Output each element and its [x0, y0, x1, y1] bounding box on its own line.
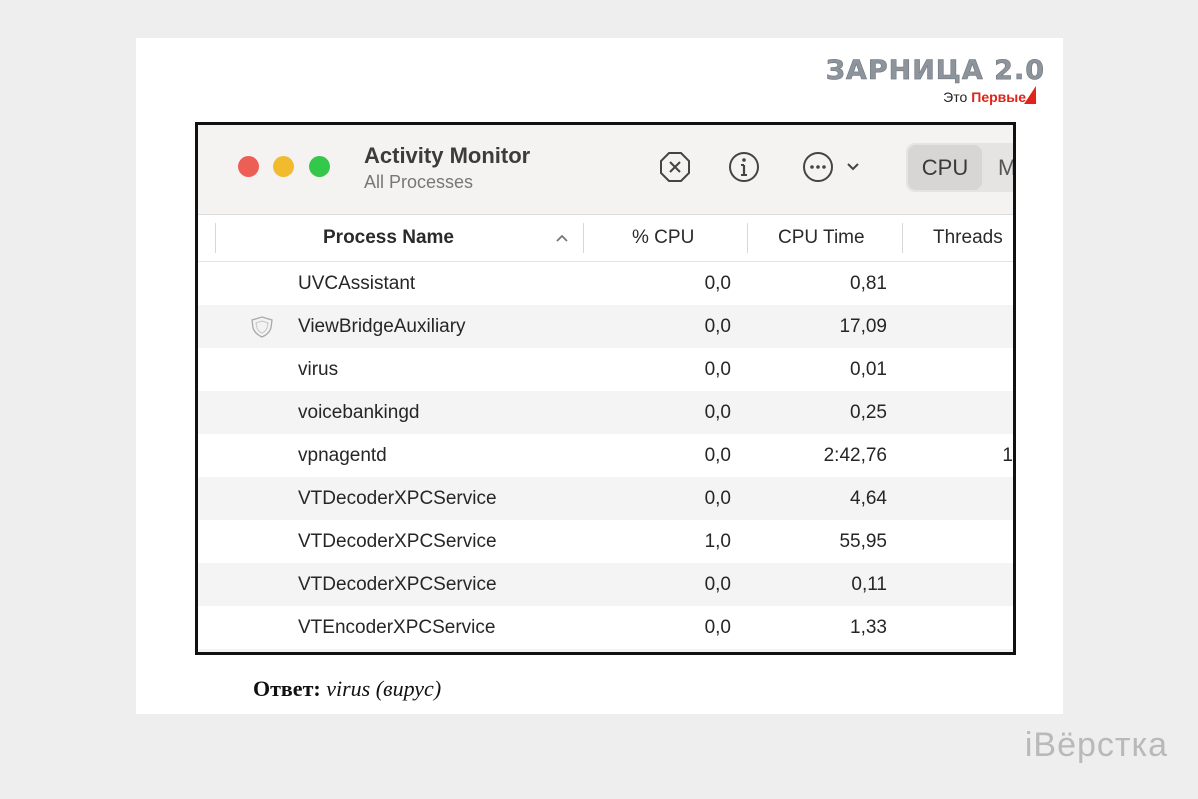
table-row[interactable]: UVCAssistant 0,0 0,81 [198, 262, 1013, 305]
content-card: ЗАРНИЦА 2.0 Это Первые Activity Monitor A… [136, 38, 1063, 714]
table-row[interactable]: virus 0,0 0,01 [198, 348, 1013, 391]
answer-text: Ответ: virus (вирус) [253, 676, 441, 702]
process-cpu: 0,0 [704, 273, 731, 294]
process-cpu-time: 55,95 [839, 531, 887, 552]
tab-memory[interactable]: M [998, 155, 1016, 180]
process-name: VTDecoderXPCService [298, 531, 497, 552]
column-separator [215, 223, 216, 253]
brand-sub-red: Первые [971, 89, 1026, 105]
table-row[interactable]: VTEncoderXPCService 0,0 1,33 [198, 606, 1013, 649]
table-row[interactable]: VTDecoderXPCService 0,0 0,11 [198, 563, 1013, 606]
table-row[interactable]: vpnagentd 0,0 2:42,76 1 [198, 434, 1013, 477]
process-cpu: 0,0 [704, 359, 731, 380]
minimize-window-button[interactable] [273, 156, 294, 177]
table-row[interactable]: ViewBridgeAuxiliary 0,0 17,09 [198, 305, 1013, 348]
brand-title: ЗАРНИЦА 2.0 [825, 55, 1045, 87]
close-window-button[interactable] [238, 156, 259, 177]
sort-ascending-icon[interactable] [555, 231, 569, 245]
column-separator [902, 223, 903, 253]
process-name: VTDecoderXPCService [298, 488, 497, 509]
process-cpu-time: 0,11 [851, 574, 887, 595]
process-name: VTDecoderXPCService [298, 574, 497, 595]
shield-icon [251, 316, 273, 338]
answer-value: virus (вирус) [326, 676, 442, 701]
flag-icon [1024, 86, 1042, 104]
process-cpu: 0,0 [704, 316, 731, 337]
table-row[interactable]: voicebankingd 0,0 0,25 [198, 391, 1013, 434]
process-cpu-time: 17,09 [839, 316, 887, 337]
column-threads[interactable]: Threads [933, 227, 1003, 248]
column-separator [583, 223, 584, 253]
watermark: іВёрстка [1024, 726, 1168, 764]
zoom-window-button[interactable] [309, 156, 330, 177]
process-cpu: 0,0 [704, 574, 731, 595]
process-cpu-time: 1,33 [850, 617, 887, 638]
more-icon[interactable] [801, 150, 835, 184]
table-row[interactable]: VTDecoderXPCService 0,0 4,64 [198, 477, 1013, 520]
window-title: Activity Monitor [364, 143, 531, 168]
brand-subtitle: Это Первые [826, 86, 1045, 107]
answer-label: Ответ: [253, 676, 321, 701]
process-cpu: 1,0 [704, 531, 731, 552]
process-cpu: 0,0 [704, 488, 731, 509]
brand-logo: ЗАРНИЦА 2.0 Это Первые [825, 54, 1045, 107]
column-cpu[interactable]: % CPU [632, 227, 695, 248]
process-name: voicebankingd [298, 402, 420, 423]
process-cpu: 0,0 [704, 617, 731, 638]
process-cpu-time: 0,25 [850, 402, 887, 423]
stop-process-icon[interactable] [658, 150, 692, 184]
info-icon[interactable] [727, 150, 761, 184]
process-cpu-time: 4,64 [850, 488, 887, 509]
column-process-name[interactable]: Process Name [323, 227, 454, 248]
window-toolbar: Activity Monitor All Processes CPU M [198, 125, 1013, 215]
table-header: Process Name % CPU CPU Time Threads [198, 215, 1013, 262]
column-separator [747, 223, 748, 253]
process-cpu-time: 0,01 [850, 359, 887, 380]
table-row[interactable]: VTDecoderXPCService 1,0 55,95 [198, 520, 1013, 563]
process-name: vpnagentd [298, 445, 387, 466]
tab-cpu[interactable]: CPU [908, 145, 982, 190]
process-list: UVCAssistant 0,0 0,81 ViewBridgeAuxiliar… [198, 262, 1013, 652]
activity-monitor-window: Activity Monitor All Processes CPU M Pro… [195, 122, 1016, 655]
process-cpu-time: 0,81 [850, 273, 887, 294]
brand-sub-prefix: Это [943, 89, 968, 105]
process-name: VTEncoderXPCService [298, 617, 496, 638]
process-name: UVCAssistant [298, 273, 416, 294]
process-name: ViewBridgeAuxiliary [298, 316, 466, 337]
table-row-empty [198, 649, 1013, 652]
window-subtitle: All Processes [364, 172, 474, 192]
process-name: virus [298, 359, 339, 380]
chevron-down-icon[interactable] [845, 159, 861, 175]
process-cpu-time: 2:42,76 [823, 445, 887, 466]
column-cpu-time[interactable]: CPU Time [778, 227, 865, 248]
process-cpu: 0,0 [704, 402, 731, 423]
process-threads: 1 [1002, 445, 1013, 466]
process-cpu: 0,0 [704, 445, 731, 466]
